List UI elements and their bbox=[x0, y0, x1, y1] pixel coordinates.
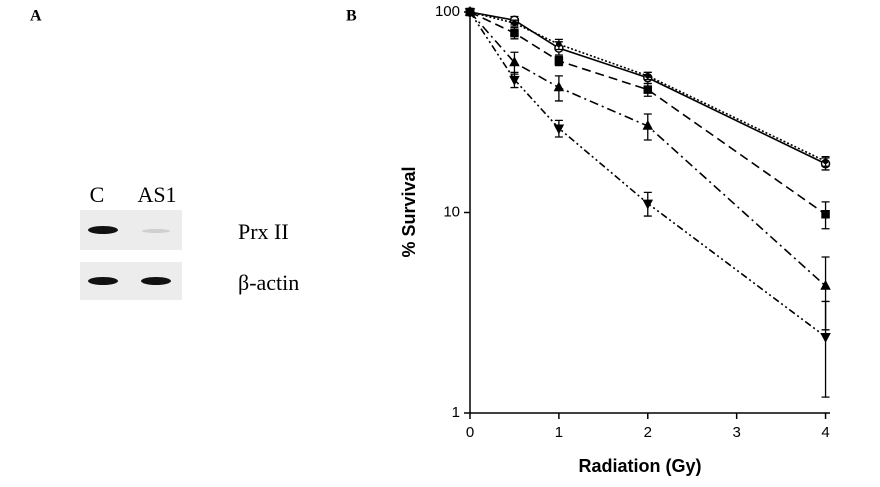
marker bbox=[821, 210, 830, 219]
panel-label: A bbox=[30, 8, 42, 25]
marker bbox=[643, 85, 653, 94]
y-tick-label: 1 bbox=[452, 404, 460, 421]
marker bbox=[510, 28, 519, 38]
blot-band bbox=[141, 277, 171, 285]
y-tick-label: 10 bbox=[443, 203, 460, 220]
marker bbox=[511, 20, 518, 26]
lane-label: C bbox=[90, 182, 105, 207]
marker bbox=[820, 279, 831, 290]
error-bar bbox=[821, 300, 830, 398]
x-axis-label: Radiation (Gy) bbox=[578, 456, 701, 476]
marker bbox=[553, 81, 565, 92]
marker bbox=[822, 158, 829, 165]
x-tick-label: 3 bbox=[732, 424, 740, 441]
y-tick-label: 100 bbox=[435, 3, 460, 20]
band-label: Prx II bbox=[238, 219, 289, 244]
marker bbox=[464, 8, 476, 19]
series-line bbox=[469, 11, 827, 287]
x-tick-label: 0 bbox=[466, 424, 474, 441]
marker bbox=[645, 73, 651, 79]
marker bbox=[642, 199, 654, 210]
x-tick-label: 2 bbox=[644, 424, 652, 441]
band-label: β-actin bbox=[238, 270, 299, 295]
panel-label: B bbox=[346, 8, 357, 25]
blot-band bbox=[88, 277, 118, 285]
lane-label: AS1 bbox=[137, 182, 176, 207]
marker bbox=[554, 56, 564, 66]
marker bbox=[553, 124, 565, 135]
marker bbox=[509, 56, 520, 67]
blot-band bbox=[142, 229, 170, 233]
y-axis-label: % Survival bbox=[399, 166, 419, 257]
series-line bbox=[469, 11, 827, 215]
blot-band bbox=[88, 226, 118, 234]
series-line bbox=[469, 11, 827, 338]
marker bbox=[642, 119, 654, 130]
marker bbox=[556, 41, 562, 48]
marker bbox=[820, 333, 831, 343]
marker bbox=[509, 75, 520, 86]
x-tick-label: 1 bbox=[555, 424, 563, 441]
x-tick-label: 4 bbox=[821, 424, 829, 441]
